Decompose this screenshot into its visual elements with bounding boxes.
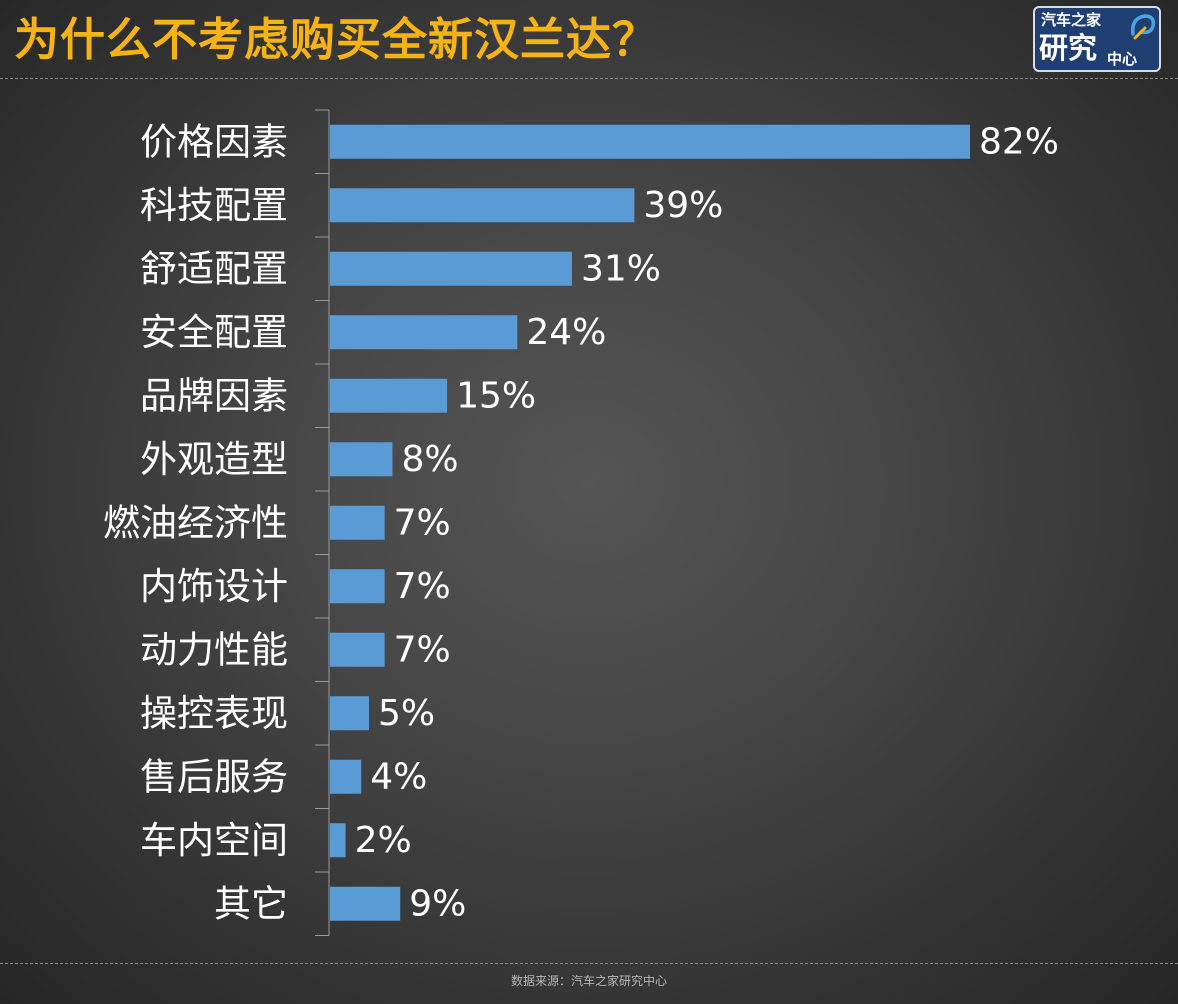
category-label: 品牌因素 [140,374,288,417]
axis-ticks [315,109,329,936]
category-label: 操控表现 [140,692,288,735]
value-label: 7% [394,502,451,543]
value-label: 9% [409,883,466,924]
top-divider [0,78,1178,79]
logo-text-small: 中心 [1107,50,1138,68]
bar [330,569,385,604]
bar [330,823,346,858]
bar [330,759,362,794]
category-label: 燃油经济性 [103,501,288,544]
bar [330,315,518,350]
swirl-icon [1131,14,1156,40]
bar [330,696,370,731]
category-label: 车内空间 [140,819,288,862]
bar [330,251,572,286]
autohome-research-logo: 汽车之家 研究 中心 [1033,6,1161,72]
category-label: 外观造型 [140,438,288,481]
bar [330,378,448,413]
category-label: 动力性能 [140,628,288,671]
value-label: 24% [526,312,606,353]
value-label: 39% [643,185,723,226]
bar [330,886,401,921]
category-labels: 价格因素科技配置舒适配置安全配置品牌因素外观造型燃油经济性内饰设计动力性能操控表… [103,120,288,925]
value-label: 2% [355,820,412,861]
category-label: 价格因素 [140,120,288,163]
value-labels: 82% 39% 31% 24% 15% 8% 7% 7% 7% 5% 4% 2% 9% [355,121,1059,924]
category-label: 售后服务 [140,755,288,798]
data-source: 数据来源：汽车之家研究中心 [510,974,667,988]
bar [330,632,385,667]
value-label: 7% [394,566,451,607]
bars [330,124,970,921]
logo-text-top: 汽车之家 [1041,11,1102,29]
bar [330,442,393,477]
category-label: 科技配置 [140,184,288,227]
category-label: 内饰设计 [140,565,288,608]
bottom-divider [0,963,1178,964]
value-label: 7% [394,629,451,670]
value-label: 31% [581,248,661,289]
value-label: 82% [979,121,1059,162]
bar [330,505,385,540]
category-label: 舒适配置 [140,247,288,290]
bar [330,124,970,159]
value-label: 15% [456,375,536,416]
value-label: 5% [378,693,435,734]
category-label: 其它 [214,882,288,925]
chart-title: 为什么不考虑购买全新汉兰达？ [14,13,659,66]
bar [330,188,635,223]
value-label: 8% [401,439,458,480]
logo-text-big: 研究 [1039,31,1098,65]
category-label: 安全配置 [140,311,288,354]
value-label: 4% [370,756,427,797]
